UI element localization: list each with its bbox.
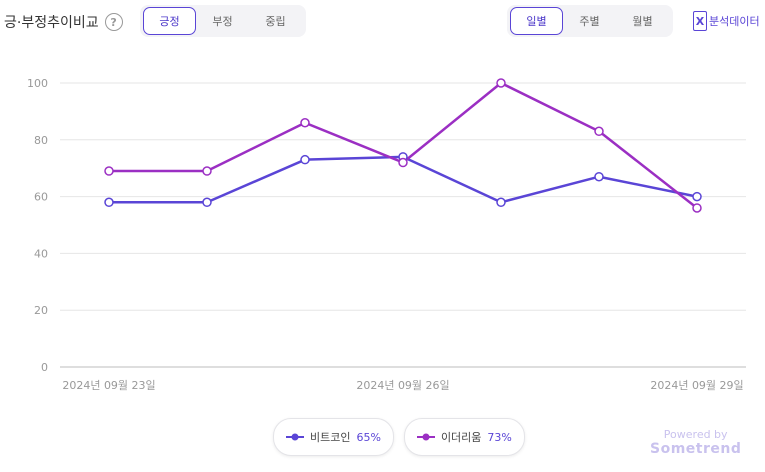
legend-label: 비트코인 bbox=[310, 431, 351, 444]
help-icon[interactable]: ? bbox=[104, 13, 123, 31]
export-data-button[interactable]: X 분석데이터 bbox=[693, 11, 760, 31]
export-label: 분석데이터 bbox=[709, 15, 760, 28]
legend: 비트코인 65% 이더리움 73% bbox=[273, 418, 525, 456]
tab-positive[interactable]: 긍정 bbox=[143, 7, 196, 35]
data-point-1-6 bbox=[692, 203, 702, 213]
period-toggle: 일별 주별 월별 bbox=[507, 5, 673, 37]
brand-logo: Powered by Sometrend bbox=[650, 428, 741, 457]
data-point-0-1 bbox=[202, 197, 212, 208]
x-tick-label: 2024년 09월 29일 bbox=[650, 378, 743, 392]
data-point-1-3 bbox=[398, 157, 408, 168]
data-point-0-5 bbox=[594, 171, 604, 182]
data-point-0-0 bbox=[104, 197, 114, 208]
data-point-0-2 bbox=[300, 154, 310, 165]
tab-negative[interactable]: 부정 bbox=[212, 15, 233, 28]
legend-marker-icon bbox=[286, 433, 304, 441]
legend-item-ethereum[interactable]: 이더리움 73% bbox=[403, 418, 525, 456]
y-tick-label: 20 bbox=[34, 304, 48, 317]
page-title: 긍·부정추이비교 bbox=[4, 15, 99, 31]
powered-by-text: Powered by bbox=[663, 428, 728, 441]
legend-share: 65% bbox=[356, 430, 381, 444]
sentiment-toggle: 긍정 부정 중립 bbox=[140, 5, 306, 37]
tab-neutral[interactable]: 중립 bbox=[265, 15, 286, 28]
data-point-0-4 bbox=[496, 197, 506, 208]
series-line-1 bbox=[109, 81, 698, 209]
x-tick-label: 2024년 09월 26일 bbox=[356, 378, 449, 392]
data-point-1-2 bbox=[300, 118, 310, 128]
excel-icon: X bbox=[693, 11, 707, 31]
legend-label: 이더리움 bbox=[440, 431, 482, 444]
data-point-1-1 bbox=[202, 166, 212, 176]
tab-daily[interactable]: 일별 bbox=[510, 7, 563, 35]
legend-share: 73% bbox=[487, 430, 512, 444]
y-tick-label: 0 bbox=[41, 361, 48, 374]
y-tick-label: 40 bbox=[34, 247, 48, 260]
data-point-1-5 bbox=[594, 126, 604, 137]
chart-title: 긍·부정추이비교 ? bbox=[4, 12, 123, 32]
legend-item-bitcoin[interactable]: 비트코인 65% bbox=[273, 418, 394, 456]
tab-weekly[interactable]: 주별 bbox=[579, 15, 600, 28]
x-tick-label: 2024년 09월 23일 bbox=[62, 378, 155, 392]
y-tick-label: 80 bbox=[34, 134, 48, 147]
y-tick-label: 100 bbox=[27, 77, 48, 90]
line-chart: 0 20 40 60 80 100 2024년 09월 23일 2024년 09월 26일 20… bbox=[27, 77, 746, 392]
tab-monthly[interactable]: 월별 bbox=[632, 15, 653, 28]
legend-marker-icon bbox=[416, 433, 435, 441]
brand-name: Sometrend bbox=[650, 441, 742, 457]
data-point-1-0 bbox=[104, 166, 114, 176]
data-point-1-4 bbox=[496, 78, 506, 88]
y-tick-label: 60 bbox=[34, 191, 48, 204]
data-point-0-6 bbox=[692, 191, 702, 202]
